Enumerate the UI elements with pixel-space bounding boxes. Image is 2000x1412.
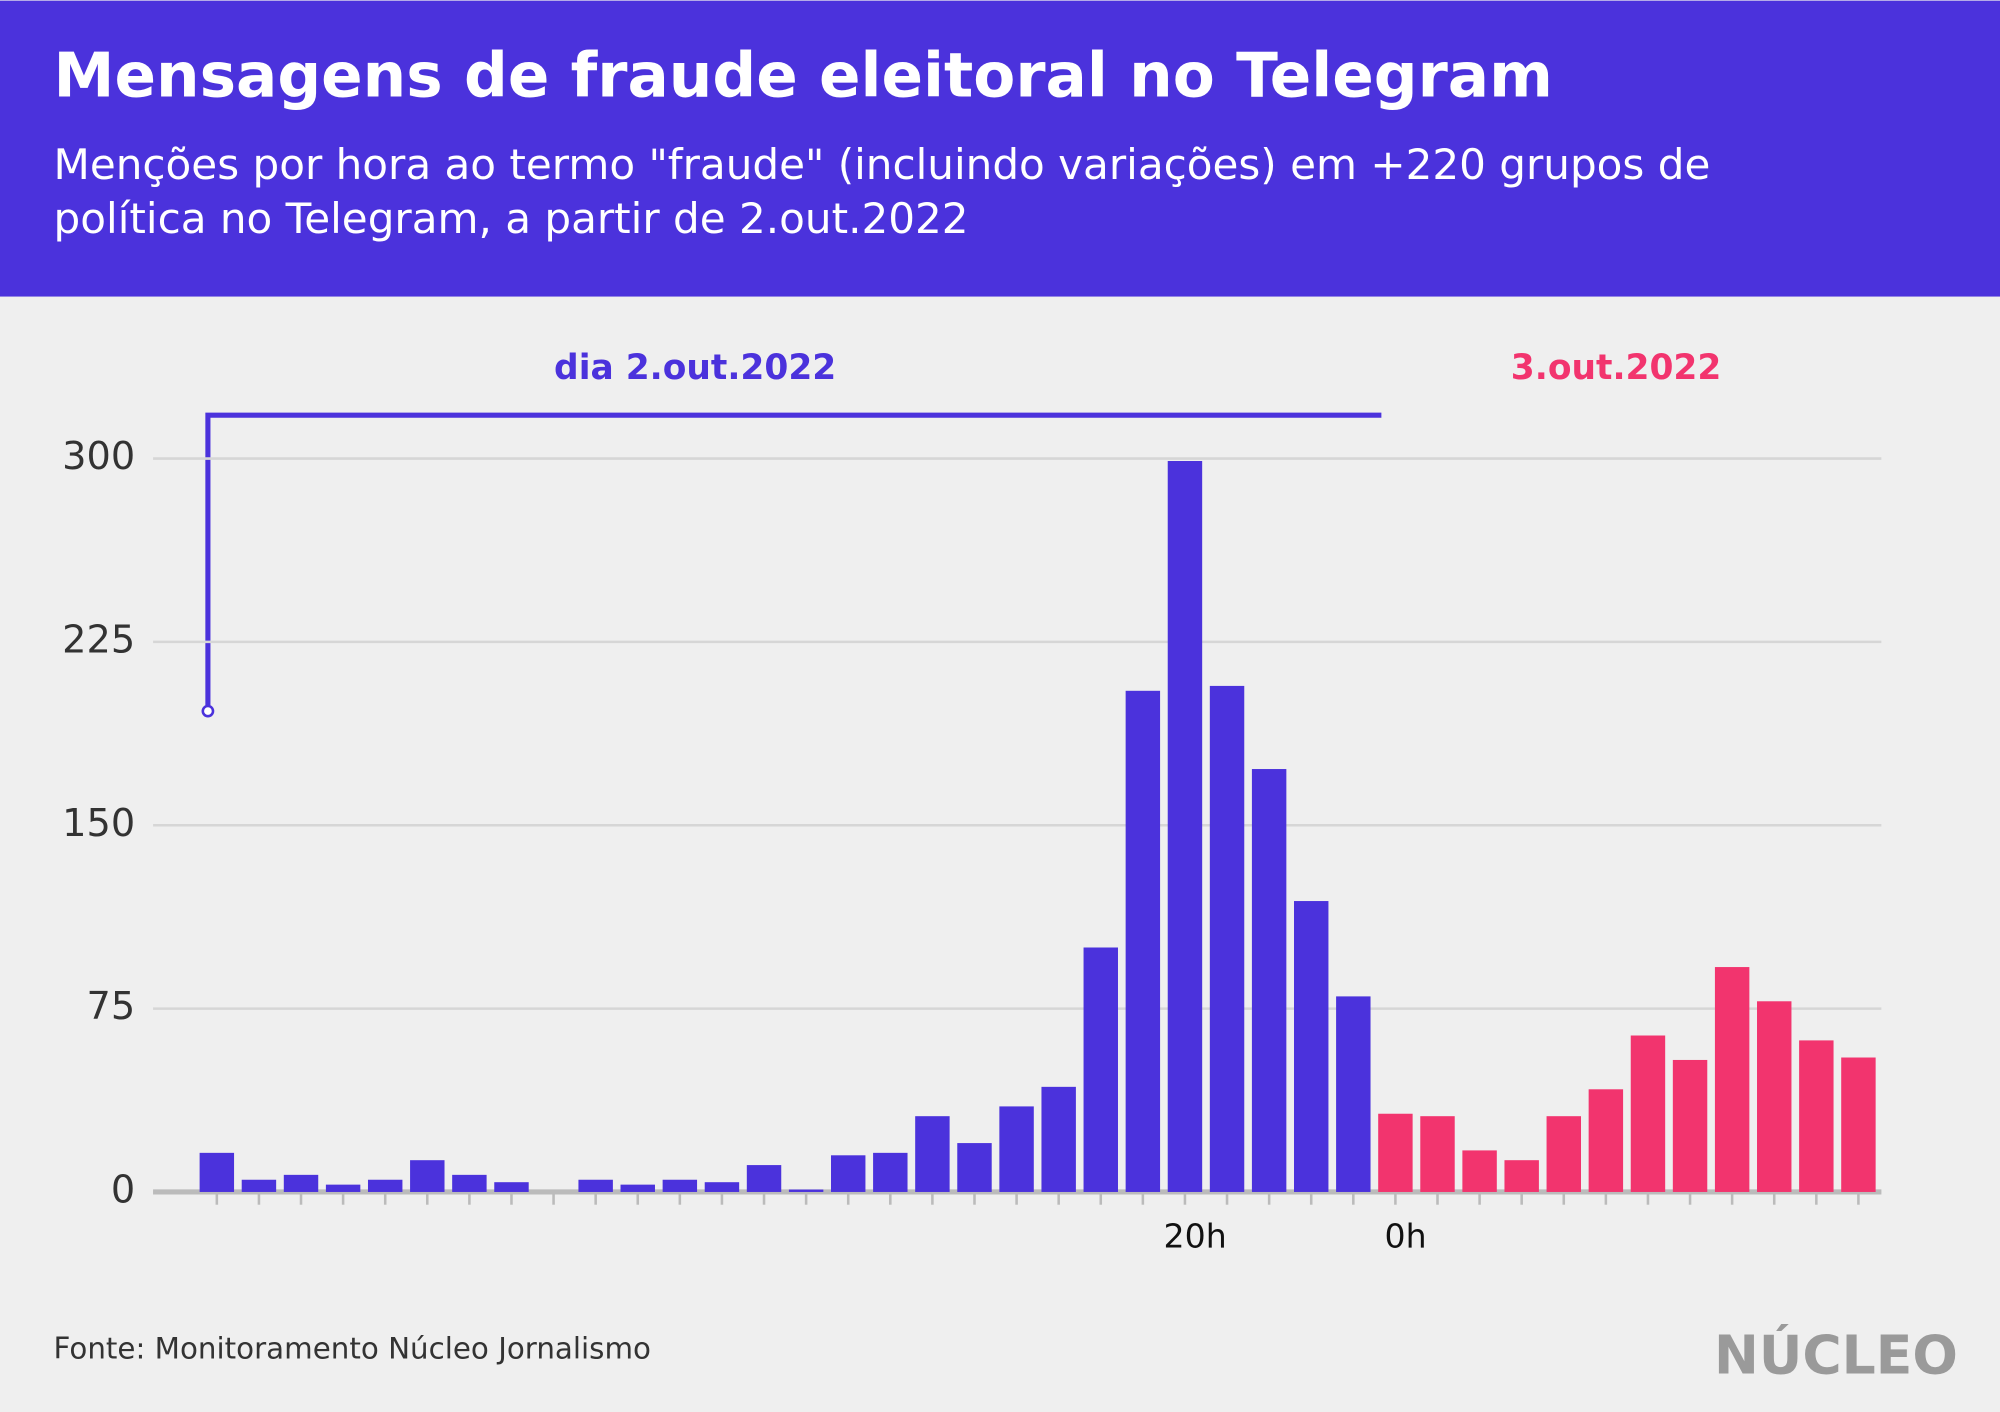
x-tick-label: 0h: [1385, 1216, 1427, 1255]
bar: [1504, 1160, 1539, 1192]
bar: [957, 1143, 992, 1192]
brand-logo: NÚCLEO: [1714, 1324, 1958, 1387]
bar: [1841, 1057, 1876, 1192]
bar: [1420, 1116, 1455, 1192]
y-tick-label: 75: [87, 984, 136, 1029]
bar: [1672, 1059, 1708, 1192]
bar: [199, 1152, 235, 1192]
bar: [578, 1179, 613, 1192]
bar: [1714, 967, 1750, 1192]
y-tick-label: 150: [62, 801, 135, 846]
bar: [788, 1189, 824, 1192]
bar: [452, 1174, 487, 1192]
bracket: [205, 412, 1382, 712]
bar: [1336, 996, 1371, 1192]
series-label: 3.out.2022: [1511, 348, 1722, 388]
bar: [1378, 1113, 1413, 1192]
bar: [704, 1182, 740, 1192]
bar: [873, 1152, 908, 1192]
y-tick-label: 300: [62, 434, 135, 479]
subtitle: política no Telegram, a partir de 2.out.…: [54, 194, 969, 243]
bar: [1251, 769, 1287, 1192]
bar: [1294, 901, 1329, 1192]
plot: 0 75 150 225 300 20h 0h: [62, 434, 1882, 1255]
bar: [1757, 1001, 1792, 1192]
bar: [746, 1165, 782, 1192]
bar: [1167, 460, 1203, 1192]
series-label: dia 2.out.2022: [554, 348, 836, 388]
bar: [1588, 1089, 1624, 1192]
bar: [1546, 1116, 1581, 1192]
bar: [1630, 1035, 1666, 1192]
y-tick-label: 0: [111, 1167, 135, 1212]
bar: [662, 1179, 698, 1192]
bar: [1209, 685, 1245, 1192]
bar: [367, 1179, 403, 1192]
bar: [1462, 1150, 1497, 1192]
bar: [325, 1184, 361, 1192]
source: Fonte: Monitoramento Núcleo Jornalismo: [54, 1332, 651, 1366]
bar: [410, 1160, 445, 1192]
bar: [494, 1182, 529, 1192]
subtitle: Menções por hora ao termo "fraude" (incl…: [54, 140, 1711, 189]
bar: [830, 1155, 866, 1192]
bar: [283, 1174, 319, 1192]
x-tick-label: 20h: [1164, 1216, 1227, 1255]
bar: [1125, 690, 1161, 1192]
y-tick-label: 225: [62, 617, 135, 662]
bar: [999, 1106, 1034, 1192]
bracket-dot: [201, 704, 215, 718]
bar: [1083, 947, 1118, 1192]
bar: [1041, 1086, 1076, 1192]
chart-title: Mensagens de fraude eleitoral no Telegra…: [54, 40, 1553, 111]
bar: [241, 1179, 277, 1192]
bar: [1799, 1040, 1834, 1192]
bar: [620, 1184, 655, 1192]
header: [0, 0, 2000, 297]
bar: [915, 1116, 950, 1192]
